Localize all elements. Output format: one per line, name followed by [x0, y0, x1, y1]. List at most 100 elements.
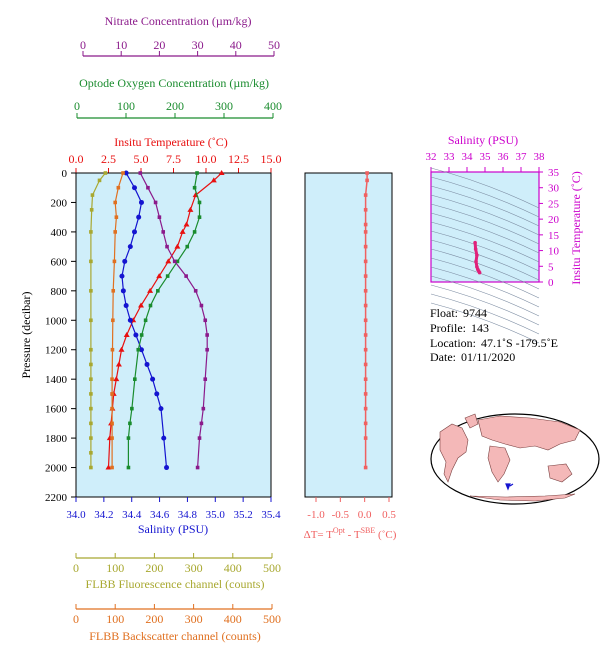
ts-temperature-tick-label: 20 [548, 214, 560, 226]
oxygen-data-point [165, 274, 170, 278]
ts-data-point [473, 240, 477, 245]
ts-isopycnal-line [430, 194, 540, 236]
salinity-tick-label: 34.0 [66, 509, 86, 521]
delta-tick-label: 0.5 [382, 509, 396, 521]
fluorescence-data-point [89, 318, 93, 323]
backscatter-data-point [111, 289, 116, 293]
delta-tick-label: 0.0 [358, 509, 372, 521]
temperature-data-point [165, 258, 172, 264]
pressure-tick-label: 1400 [45, 374, 68, 386]
temperature-data-point [210, 177, 217, 183]
temperature-data-point [115, 361, 122, 367]
nitrate-data-point [153, 200, 158, 205]
backscatter-data-point [110, 377, 114, 381]
ts-temperature-axis-label: Insitu Temperature (˚C) [569, 171, 583, 285]
pressure-tick-label: 2000 [45, 463, 68, 475]
map-landmass-australia [547, 463, 573, 483]
delta-tick-label: -0.5 [332, 509, 350, 521]
oxygen-data-point [139, 333, 144, 337]
backscatter-tick-label: 200 [145, 612, 163, 626]
backscatter-data-point [110, 436, 114, 440]
fluorescence-data-point [89, 421, 93, 426]
salinity-data-point [164, 465, 170, 471]
temperature-tick-label: 7.5 [166, 152, 181, 166]
oxygen-series-line [127, 172, 201, 468]
pressure-tick-label: 1200 [45, 345, 68, 357]
delta-t-data-point [363, 333, 368, 337]
salinity-tick-label: 35.0 [206, 509, 226, 521]
salinity-data-point [138, 199, 144, 205]
oxygen-data-point [192, 185, 197, 190]
salinity-data-point [122, 258, 128, 264]
map-landmass-greenland [464, 413, 479, 429]
salinity-data-point [120, 288, 126, 294]
temperature-data-point [179, 228, 186, 234]
ts-salinity-tick-label: 38 [534, 151, 546, 163]
nitrate-series-line [139, 172, 208, 468]
backscatter-tick-label: 100 [106, 612, 124, 626]
delta-t-data-point [363, 465, 368, 470]
ts-isopycnal-line [430, 185, 540, 227]
oxygen-data-point [175, 259, 180, 264]
temperature-data-point [113, 376, 120, 382]
salinity-axis-label: Salinity (PSU) [138, 522, 208, 536]
salinity-data-point [154, 391, 160, 397]
fluorescence-tick-label: 200 [145, 561, 163, 575]
nitrate-tick-label: 10 [115, 38, 127, 52]
delta-t-data-point [363, 318, 368, 323]
ts-isopycnal-line [430, 221, 540, 263]
fluorescence-axis: 0 100 200 300 400 500 FLBB Fluorescence chann… [73, 553, 281, 591]
oxygen-tick-label: 0 [74, 99, 80, 113]
fluorescence-data-point [97, 178, 102, 183]
pressure-tick-label: 200 [51, 197, 68, 209]
ts-temperature-tick-label: 5 [548, 261, 554, 273]
fluorescence-data-point [89, 406, 93, 411]
fluorescence-tick-label: 300 [185, 561, 203, 575]
temperature-data-point [156, 273, 163, 279]
temperature-tick-label: 15.0 [261, 152, 282, 166]
backscatter-tick-label: 0 [73, 612, 79, 626]
ts-isopycnal-line [430, 203, 540, 245]
nitrate-axis-label: Nitrate Concentration (µm/kg) [105, 14, 252, 28]
ts-temperature-tick-label: 15 [548, 230, 560, 242]
nitrate-tick-label: 50 [268, 38, 280, 52]
ts-isopycnal-line [430, 257, 540, 299]
salinity-data-point [119, 273, 125, 279]
pressure-tick-label: 600 [51, 256, 68, 268]
pressure-tick-label: 0 [62, 168, 68, 180]
fluorescence-axis-label: FLBB Fluorescence channel (counts) [86, 577, 265, 591]
pressure-tick-label: 800 [51, 286, 68, 298]
salinity-tick-label: 34.4 [122, 509, 142, 521]
oxygen-data-point [126, 465, 131, 470]
delta-t-data-point [363, 208, 368, 212]
backscatter-data-point [110, 465, 114, 470]
delta-t-data-point [363, 436, 368, 440]
ts-data-point [474, 259, 478, 264]
temperature-axis-label: Insitu Temperature (˚C) [114, 135, 228, 149]
salinity-data-point [133, 332, 139, 338]
oxygen-data-point [148, 303, 153, 308]
ts-data-point [477, 270, 482, 275]
salinity-data-point [127, 244, 133, 250]
delta-t-data-point [363, 392, 368, 396]
temperature-tick-label: 12.5 [228, 152, 249, 166]
fluorescence-tick-label: 500 [263, 561, 281, 575]
backscatter-data-point [113, 200, 117, 205]
fluorescence-tick-label: 100 [106, 561, 124, 575]
fluorescence-data-point [89, 392, 93, 396]
delta-t-data-point [363, 259, 368, 264]
temperature-data-point [187, 206, 194, 212]
pressure-axis-label: Pressure (decibar) [19, 292, 33, 379]
delta-t-data-point [363, 222, 368, 227]
delta-tick-label: -1.0 [307, 509, 325, 521]
oxygen-data-point [126, 436, 131, 440]
temperature-data-point [118, 346, 125, 352]
oxygen-data-point [192, 230, 197, 234]
ts-salinity-tick-label: 37 [516, 151, 528, 163]
backscatter-data-point [110, 392, 114, 396]
oxygen-data-point [128, 421, 132, 426]
nitrate-data-point [146, 185, 150, 190]
salinity-data-point [123, 303, 129, 309]
pressure-tick-label: 1800 [45, 433, 68, 445]
salinity-tick-label: 34.6 [150, 509, 170, 521]
